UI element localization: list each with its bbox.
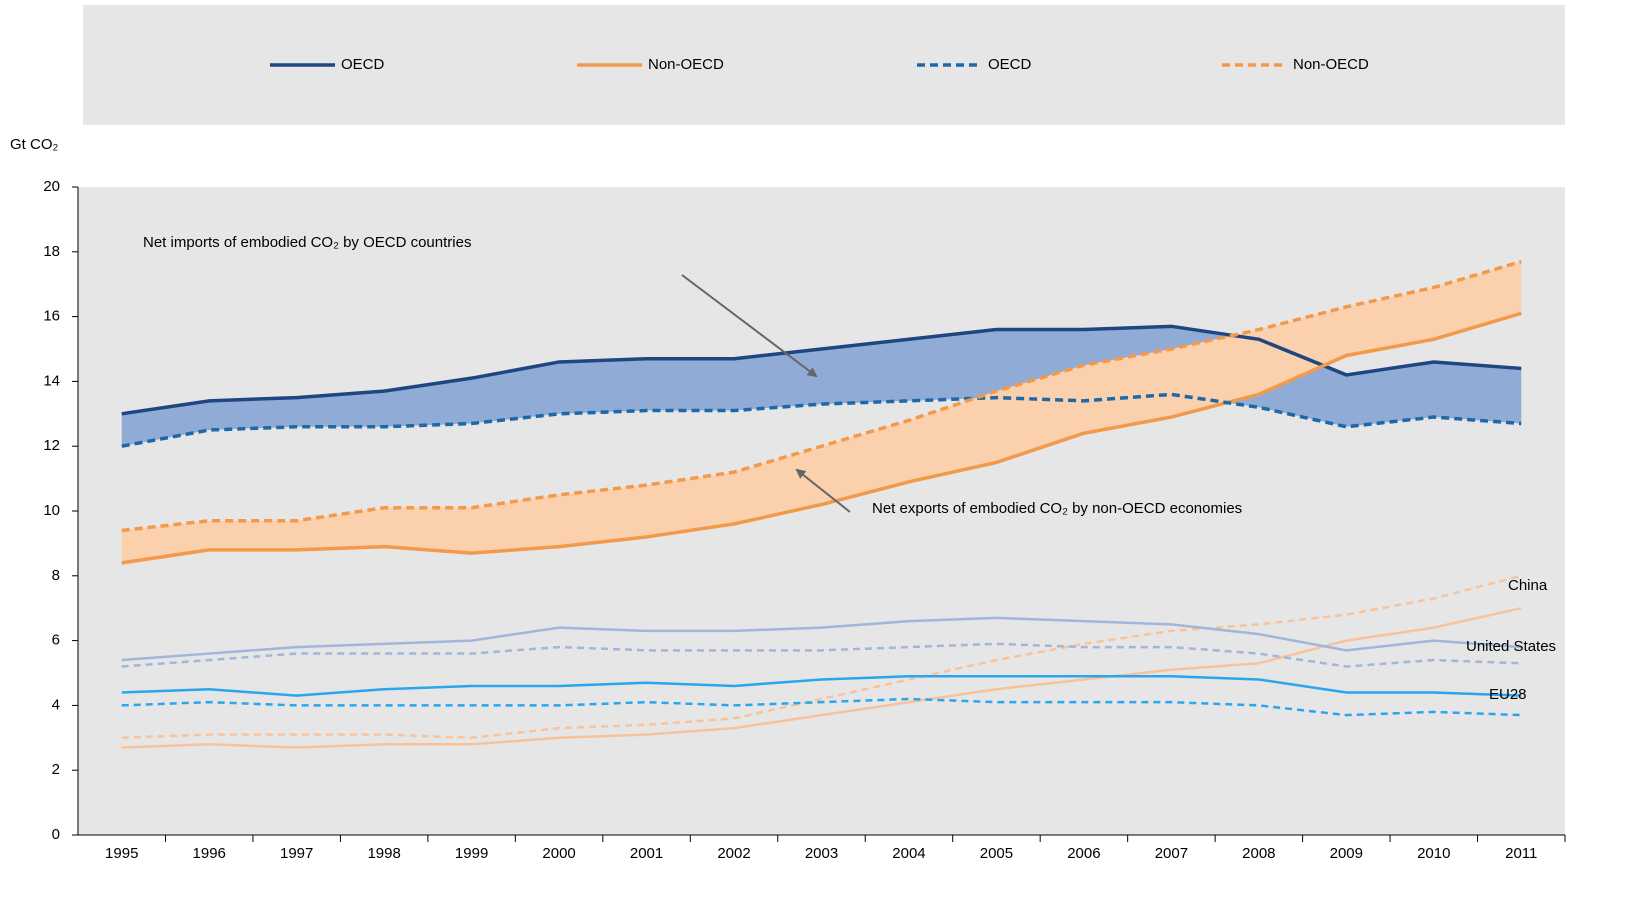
country-line-dashed xyxy=(121,642,1522,668)
band-fill xyxy=(121,261,1522,563)
y-tick-label: 6 xyxy=(52,632,60,649)
x-tick-label: 1995 xyxy=(105,845,138,862)
y-tick-label: 2 xyxy=(52,761,60,778)
x-tick-label: 1997 xyxy=(280,845,313,862)
country-line xyxy=(121,616,1522,662)
arrow xyxy=(795,468,851,513)
country-line-dashed xyxy=(121,697,1522,717)
series-line xyxy=(121,259,1522,533)
x-tick-label: 1998 xyxy=(367,845,400,862)
series-line xyxy=(121,392,1522,448)
country-line xyxy=(121,674,1522,697)
x-tick-label: 2005 xyxy=(980,845,1013,862)
x-tick-label: 2001 xyxy=(630,845,663,862)
x-tick-label: 2003 xyxy=(805,845,838,862)
country-line-dashed xyxy=(121,574,1522,740)
legend-label: OECD xyxy=(988,56,1032,73)
x-tick-label: 2000 xyxy=(542,845,575,862)
y-tick-label: 18 xyxy=(43,243,60,260)
y-tick-label: 0 xyxy=(52,826,60,843)
y-tick-label: 14 xyxy=(43,372,60,389)
country-line xyxy=(121,606,1522,749)
x-tick-label: 2006 xyxy=(1067,845,1100,862)
series-line xyxy=(121,311,1522,565)
x-tick-label: 2010 xyxy=(1417,845,1450,862)
arrow xyxy=(681,274,818,378)
x-tick-label: 2007 xyxy=(1155,845,1188,862)
plot-area xyxy=(78,187,1565,835)
y-tick-label: 12 xyxy=(43,437,60,454)
legend-label: Non-OECD xyxy=(1293,56,1369,73)
country-label: China xyxy=(1508,577,1548,594)
legend-label: OECD xyxy=(341,56,385,73)
country-label: United States xyxy=(1466,638,1556,655)
x-tick-label: 2011 xyxy=(1505,845,1537,862)
y-tick-label: 16 xyxy=(43,308,60,325)
x-tick-label: 1996 xyxy=(193,845,226,862)
x-tick-label: 2009 xyxy=(1330,845,1363,862)
x-tick-label: 2008 xyxy=(1242,845,1275,862)
x-tick-label: 1999 xyxy=(455,845,488,862)
y-tick-label: 10 xyxy=(43,502,60,519)
y-tick-label: 20 xyxy=(43,178,60,195)
x-tick-label: 2004 xyxy=(892,845,925,862)
y-tick-label: 4 xyxy=(52,696,60,713)
annotation: Net imports of embodied CO₂ by OECD coun… xyxy=(143,234,471,251)
y-axis-label: Gt CO₂ xyxy=(10,136,59,153)
annotation: Net exports of embodied CO₂ by non-OECD … xyxy=(872,500,1242,517)
x-tick-label: 2002 xyxy=(717,845,750,862)
y-tick-label: 8 xyxy=(52,567,60,584)
legend-label: Non-OECD xyxy=(648,56,724,73)
series-line xyxy=(121,324,1522,416)
plot-layer xyxy=(121,259,1522,749)
country-label: EU28 xyxy=(1489,686,1527,703)
